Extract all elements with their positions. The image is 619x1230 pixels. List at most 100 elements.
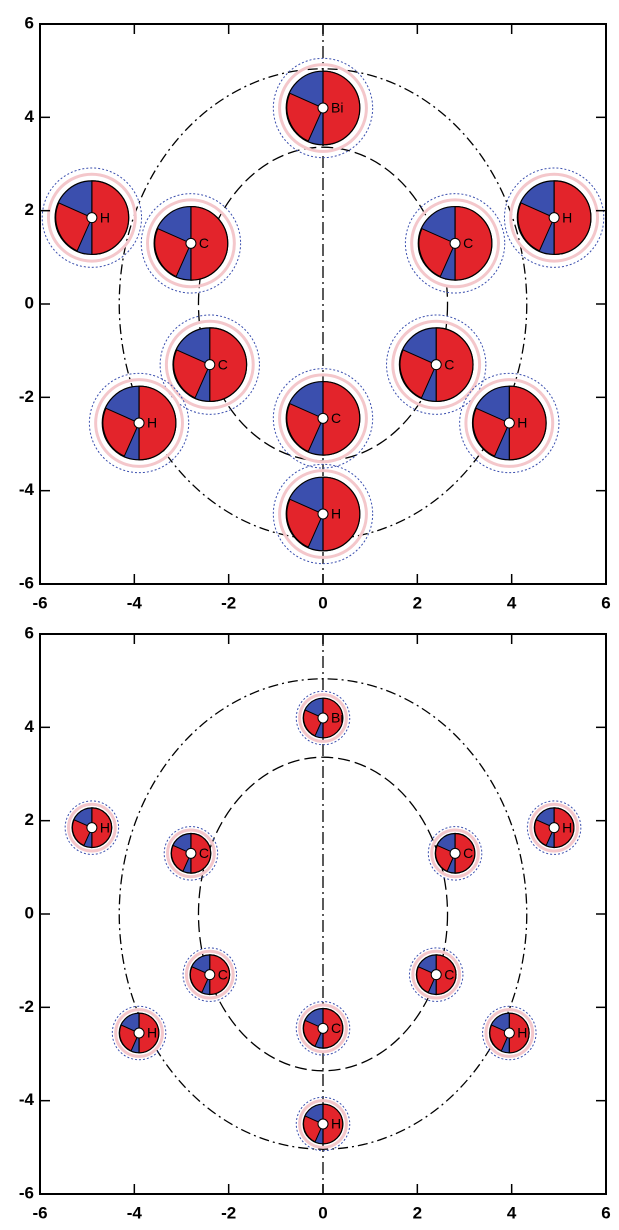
density-halo (64, 800, 120, 855)
density-positive (91, 180, 130, 256)
density-positive (517, 202, 555, 252)
density-positive (508, 385, 547, 461)
contour (197, 756, 449, 1072)
x-tick-label: 6 (601, 593, 610, 612)
density-faint (146, 198, 236, 289)
atom (204, 969, 216, 981)
density-positive (454, 205, 493, 281)
density-positive (435, 327, 474, 403)
x-tick-label: -2 (221, 1203, 236, 1222)
x-tick-label: 0 (318, 1203, 327, 1222)
atom (449, 237, 461, 249)
density-positive (138, 1012, 160, 1054)
atom-label: Bi (331, 710, 343, 726)
atom-label: H (147, 1025, 157, 1041)
y-tick-label: 2 (25, 200, 34, 219)
atom-label: H (517, 1025, 527, 1041)
atom (503, 1027, 515, 1039)
density-positive (435, 954, 457, 996)
density-positive (55, 202, 93, 252)
density-halo (111, 1005, 167, 1061)
y-tick-label: -2 (19, 997, 34, 1016)
density-positive (173, 349, 211, 399)
density-faint (529, 802, 579, 853)
x-tick-label: -2 (221, 593, 236, 612)
density-positive (553, 807, 575, 849)
density-positive (286, 498, 324, 548)
atom (503, 417, 515, 429)
x-tick-label: -6 (32, 593, 47, 612)
density-halo (404, 193, 506, 294)
atom (449, 847, 461, 859)
atom (86, 212, 98, 224)
atom-label: C (463, 235, 473, 251)
y-tick-label: -2 (19, 387, 34, 406)
density-faint (298, 693, 348, 743)
density-faint (46, 172, 137, 263)
density-faint (114, 1008, 164, 1058)
atom-label: C (218, 356, 228, 372)
panel: Bi H C C H C H C H C H -6 -4 -2 0 2 4 6 -6 -4 -2 0 2 4 6 (19, 623, 611, 1222)
density-faint (464, 378, 555, 468)
density-halo (140, 193, 242, 294)
density-halo (295, 1096, 351, 1152)
atom (185, 237, 197, 249)
density-faint (166, 828, 216, 879)
density-positive (454, 832, 476, 874)
atom-label: H (562, 209, 572, 225)
atom (133, 417, 145, 429)
density-faint (298, 1003, 348, 1054)
y-tick-label: -4 (19, 1090, 35, 1109)
density-positive (399, 349, 437, 399)
density-halo (526, 800, 582, 855)
density-positive (553, 180, 592, 256)
density-halo (295, 1001, 351, 1056)
panel: Bi H C C H C H C H C H -6 -4 -2 0 2 4 6 -6 -4 -2 0 2 4 6 (19, 13, 611, 612)
atom-label: Bi (331, 100, 343, 116)
density-positive (286, 92, 324, 142)
density-faint (484, 1008, 535, 1058)
atom-label: C (199, 845, 209, 861)
density-halo (408, 947, 464, 1002)
density-halo (427, 826, 483, 881)
atom (133, 1027, 145, 1039)
atom (185, 847, 197, 859)
density-faint (67, 802, 117, 853)
density-faint (278, 63, 368, 153)
density-halo (272, 463, 374, 565)
density-faint (278, 469, 368, 559)
density-halo (159, 314, 260, 415)
atom (317, 508, 329, 520)
atom-label: C (199, 235, 209, 251)
x-tick-label: 0 (318, 593, 327, 612)
atom-label: H (331, 1116, 341, 1132)
atom (430, 969, 442, 981)
density-positive (418, 227, 456, 278)
atom (317, 1022, 329, 1034)
atom (548, 212, 560, 224)
density-positive (154, 227, 192, 278)
density-faint (164, 319, 255, 410)
y-tick-label: 6 (25, 13, 34, 32)
atom-label: H (517, 415, 527, 431)
density-faint (430, 828, 480, 879)
x-tick-label: -6 (32, 1203, 47, 1222)
plot-area: Bi H C C H C H C H C H (64, 634, 582, 1194)
atom (430, 359, 442, 371)
density-positive (209, 327, 248, 403)
density-positive (472, 407, 510, 457)
density-positive (322, 1103, 344, 1145)
atom-label: C (331, 410, 341, 426)
density-halo (295, 690, 351, 746)
density-halo (503, 167, 605, 268)
density-faint (298, 1099, 348, 1149)
density-halo (272, 57, 374, 159)
density-positive (190, 205, 229, 281)
density-faint (278, 373, 368, 464)
atom-label: H (100, 209, 110, 225)
y-tick-label: -6 (19, 573, 34, 592)
atom (317, 1118, 329, 1130)
x-tick-label: 2 (413, 1203, 422, 1222)
atom-label: C (444, 966, 454, 982)
